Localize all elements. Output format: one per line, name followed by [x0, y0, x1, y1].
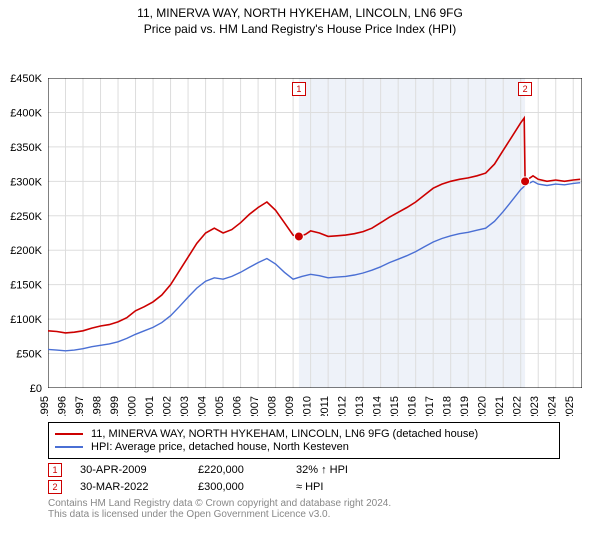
svg-text:£350K: £350K: [10, 142, 42, 154]
svg-text:1995: 1995: [39, 396, 51, 416]
svg-text:£100K: £100K: [10, 314, 42, 326]
svg-text:2014: 2014: [372, 396, 384, 416]
svg-text:2006: 2006: [232, 396, 244, 416]
svg-text:2022: 2022: [512, 396, 524, 416]
title-address: 11, MINERVA WAY, NORTH HYKEHAM, LINCOLN,…: [0, 6, 600, 20]
legend-swatch-hpi: [55, 446, 83, 448]
svg-text:2020: 2020: [477, 396, 489, 416]
svg-text:2010: 2010: [302, 396, 314, 416]
footer-line2: This data is licensed under the Open Gov…: [48, 509, 560, 520]
chart-plot: [48, 78, 582, 388]
svg-text:£50K: £50K: [16, 349, 42, 361]
legend-swatch-property: [55, 433, 83, 435]
svg-text:2000: 2000: [127, 396, 139, 416]
svg-text:2007: 2007: [249, 396, 261, 416]
svg-text:1996: 1996: [57, 396, 69, 416]
svg-text:2015: 2015: [389, 396, 401, 416]
svg-text:2021: 2021: [494, 396, 506, 416]
legend-row-hpi: HPI: Average price, detached house, Nort…: [55, 441, 553, 453]
svg-text:2003: 2003: [179, 396, 191, 416]
price-chart: £0 £50K £100K £150K £200K £250K £300K £350K £400…: [0, 36, 600, 416]
svg-text:2016: 2016: [407, 396, 419, 416]
footer-line1: Contains HM Land Registry data © Crown c…: [48, 498, 560, 509]
svg-text:2024: 2024: [547, 396, 559, 416]
sale-price: £220,000: [198, 464, 278, 476]
title-subtitle: Price paid vs. HM Land Registry's House …: [0, 22, 600, 36]
svg-text:£150K: £150K: [10, 280, 42, 292]
svg-text:£300K: £300K: [10, 176, 42, 188]
svg-text:2017: 2017: [424, 396, 436, 416]
sale-vs-hpi: ≈ HPI: [296, 481, 323, 493]
sale-date: 30-MAR-2022: [80, 481, 180, 493]
sale-marker-icon: 2: [48, 480, 62, 494]
svg-text:2025: 2025: [564, 396, 576, 416]
sale-row-2: 2 30-MAR-2022 £300,000 ≈ HPI: [48, 480, 560, 494]
svg-text:2018: 2018: [442, 396, 454, 416]
svg-text:2004: 2004: [197, 396, 209, 416]
legend-label-property: 11, MINERVA WAY, NORTH HYKEHAM, LINCOLN,…: [91, 428, 478, 440]
sale-row-1: 1 30-APR-2009 £220,000 32% ↑ HPI: [48, 463, 560, 477]
sale-vs-hpi: 32% ↑ HPI: [296, 464, 348, 476]
svg-text:2001: 2001: [144, 396, 156, 416]
svg-text:£250K: £250K: [10, 211, 42, 223]
svg-text:2013: 2013: [354, 396, 366, 416]
legend: 11, MINERVA WAY, NORTH HYKEHAM, LINCOLN,…: [48, 422, 560, 459]
svg-text:1997: 1997: [74, 396, 86, 416]
svg-text:2008: 2008: [267, 396, 279, 416]
svg-text:£200K: £200K: [10, 245, 42, 257]
svg-text:2011: 2011: [319, 396, 331, 416]
svg-text:1999: 1999: [109, 396, 121, 416]
svg-text:£0: £0: [30, 383, 42, 395]
svg-text:£400K: £400K: [10, 107, 42, 119]
legend-row-property: 11, MINERVA WAY, NORTH HYKEHAM, LINCOLN,…: [55, 428, 553, 440]
svg-text:2005: 2005: [214, 396, 226, 416]
sale-price: £300,000: [198, 481, 278, 493]
svg-text:2019: 2019: [459, 396, 471, 416]
sale-date: 30-APR-2009: [80, 464, 180, 476]
sales-table: 1 30-APR-2009 £220,000 32% ↑ HPI 2 30-MAR-202…: [48, 463, 560, 494]
legend-label-hpi: HPI: Average price, detached house, Nort…: [91, 441, 349, 453]
svg-text:2002: 2002: [162, 396, 174, 416]
svg-text:1998: 1998: [92, 396, 104, 416]
footer: Contains HM Land Registry data © Crown c…: [48, 498, 560, 520]
svg-text:2023: 2023: [529, 396, 541, 416]
svg-text:2009: 2009: [284, 396, 296, 416]
sale-marker-1: 1: [292, 82, 306, 96]
svg-text:2012: 2012: [337, 396, 349, 416]
sale-marker-icon: 1: [48, 463, 62, 477]
svg-text:£450K: £450K: [10, 73, 42, 85]
sale-marker-2: 2: [518, 82, 532, 96]
